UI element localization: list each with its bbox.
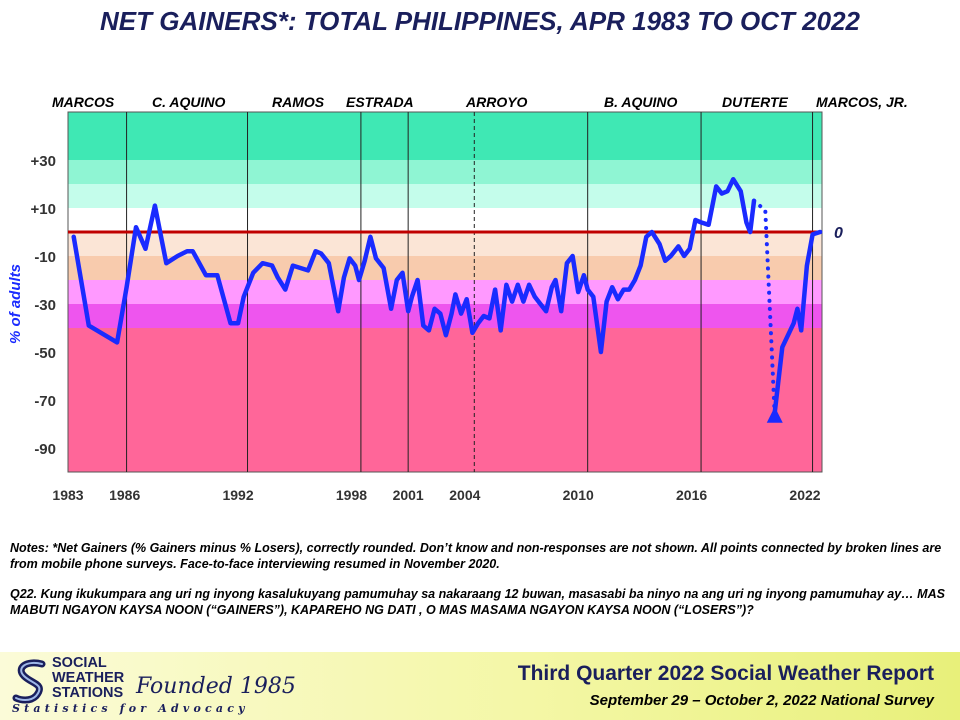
y-tick-label-4: -50	[34, 345, 56, 362]
report-title: Third Quarter 2022 Social Weather Report	[517, 662, 934, 685]
triangle-marker	[766, 406, 783, 423]
net-gainers-chart: 0 +30 +10 -10 -30 -50 -70 -90 1983 1986 1992 1998 20…	[7, 111, 843, 503]
band-1	[68, 160, 822, 184]
org-name: SOCIAL WEATHER STATIONS	[52, 656, 124, 701]
band-6	[68, 280, 822, 304]
x-tick-label-2: 1992	[222, 487, 253, 503]
x-tick-label-3: 1998	[336, 487, 367, 503]
band-8	[68, 328, 822, 472]
y-tick-label-0: +30	[31, 153, 56, 170]
admin-label-ramos: RAMOS	[272, 94, 325, 110]
admin-label-arroyo: ARROYO	[466, 94, 528, 110]
org-line-social: SOCIAL	[52, 655, 107, 671]
x-tick-label-7: 2016	[676, 487, 707, 503]
notes-text: Notes: *Net Gainers (% Gainers minus % L…	[10, 541, 942, 571]
org-line-weather: WEATHER	[52, 670, 125, 686]
footer-bar: SOCIAL WEATHER STATIONS Founded 1985 Sta…	[0, 652, 960, 720]
y-tick-label-3: -30	[34, 297, 56, 314]
y-tick-label-5: -70	[34, 393, 56, 410]
admin-label-marcos-jr: MARCOS, JR.	[816, 94, 908, 110]
x-tick-label-5: 2004	[449, 487, 480, 503]
admin-label-marcos: MARCOS	[52, 94, 115, 110]
x-tick-label-6: 2010	[563, 487, 594, 503]
band-0	[68, 112, 822, 160]
y-tick-label-1: +10	[31, 201, 56, 218]
band-5	[68, 256, 822, 280]
admin-label-b-aquino: B. AQUINO	[604, 94, 678, 110]
org-line-stations: STATIONS	[52, 685, 124, 701]
x-tick-label-0: 1983	[52, 487, 83, 503]
admin-label-duterte: DUTERTE	[722, 94, 788, 110]
x-tick-label-1: 1986	[109, 487, 140, 503]
x-tick-label-8: 2022	[789, 487, 820, 503]
survey-dates: September 29 – October 2, 2022 National …	[589, 692, 934, 709]
plot-frame	[67, 111, 823, 473]
chart-title: NET GAINERS*: TOTAL PHILIPPINES, APR 198…	[100, 6, 860, 36]
founded-text: Founded 1985	[136, 674, 296, 699]
sws-s-logo-icon	[12, 659, 46, 704]
question-text: Q22. Kung ikukumpara ang uri ng inyong k…	[10, 587, 945, 617]
tagline-text: Statistics for Advocacy	[12, 702, 249, 715]
y-tick-label-2: -10	[34, 249, 56, 266]
y-tick-label-6: -90	[34, 441, 56, 458]
zero-label: 0	[834, 225, 843, 242]
y-axis-label: % of adults	[7, 264, 24, 344]
x-tick-label-4: 2001	[393, 487, 424, 503]
band-2	[68, 184, 822, 208]
admin-label-c-aquino: C. AQUINO	[152, 94, 226, 110]
admin-label-estrada: ESTRADA	[346, 94, 414, 110]
